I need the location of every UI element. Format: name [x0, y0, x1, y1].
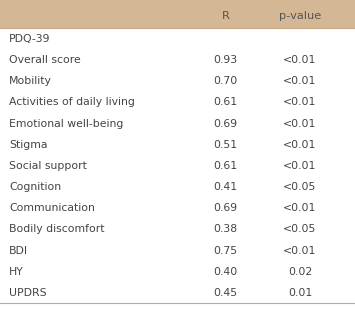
- Text: 0.70: 0.70: [213, 76, 237, 86]
- Text: UPDRS: UPDRS: [9, 288, 47, 298]
- Text: 0.61: 0.61: [213, 161, 237, 171]
- Bar: [0, 0, 355, 28]
- Text: Emotional well-being: Emotional well-being: [9, 119, 123, 129]
- Text: 0.40: 0.40: [213, 267, 237, 277]
- Text: Stigma: Stigma: [9, 140, 47, 150]
- Text: p-value: p-value: [279, 11, 321, 21]
- Text: 0.02: 0.02: [288, 267, 312, 277]
- Text: <0.01: <0.01: [283, 246, 317, 256]
- Text: 0.75: 0.75: [213, 246, 237, 256]
- Text: 0.69: 0.69: [213, 119, 237, 129]
- Text: <0.01: <0.01: [283, 97, 317, 108]
- Text: <0.01: <0.01: [283, 140, 317, 150]
- Text: 0.93: 0.93: [213, 55, 237, 65]
- Text: 0.61: 0.61: [213, 97, 237, 108]
- Text: 0.01: 0.01: [288, 288, 312, 298]
- Text: Mobility: Mobility: [9, 76, 52, 86]
- Text: 0.45: 0.45: [213, 288, 237, 298]
- Text: BDI: BDI: [9, 246, 28, 256]
- Text: Overall score: Overall score: [9, 55, 81, 65]
- Text: Communication: Communication: [9, 203, 95, 213]
- Text: <0.05: <0.05: [283, 224, 317, 235]
- Text: <0.01: <0.01: [283, 119, 317, 129]
- Text: HY: HY: [9, 267, 24, 277]
- Text: PDQ-39: PDQ-39: [9, 34, 50, 44]
- Text: 0.69: 0.69: [213, 203, 237, 213]
- Text: Social support: Social support: [9, 161, 87, 171]
- Text: R: R: [222, 11, 229, 21]
- Text: <0.01: <0.01: [283, 76, 317, 86]
- Text: Bodily discomfort: Bodily discomfort: [9, 224, 104, 235]
- Text: <0.01: <0.01: [283, 55, 317, 65]
- Text: Activities of daily living: Activities of daily living: [9, 97, 135, 108]
- Text: <0.01: <0.01: [283, 203, 317, 213]
- Text: <0.01: <0.01: [283, 161, 317, 171]
- Text: 0.38: 0.38: [213, 224, 237, 235]
- Text: <0.05: <0.05: [283, 182, 317, 192]
- Text: 0.51: 0.51: [213, 140, 237, 150]
- Text: 0.41: 0.41: [213, 182, 237, 192]
- Text: Cognition: Cognition: [9, 182, 61, 192]
